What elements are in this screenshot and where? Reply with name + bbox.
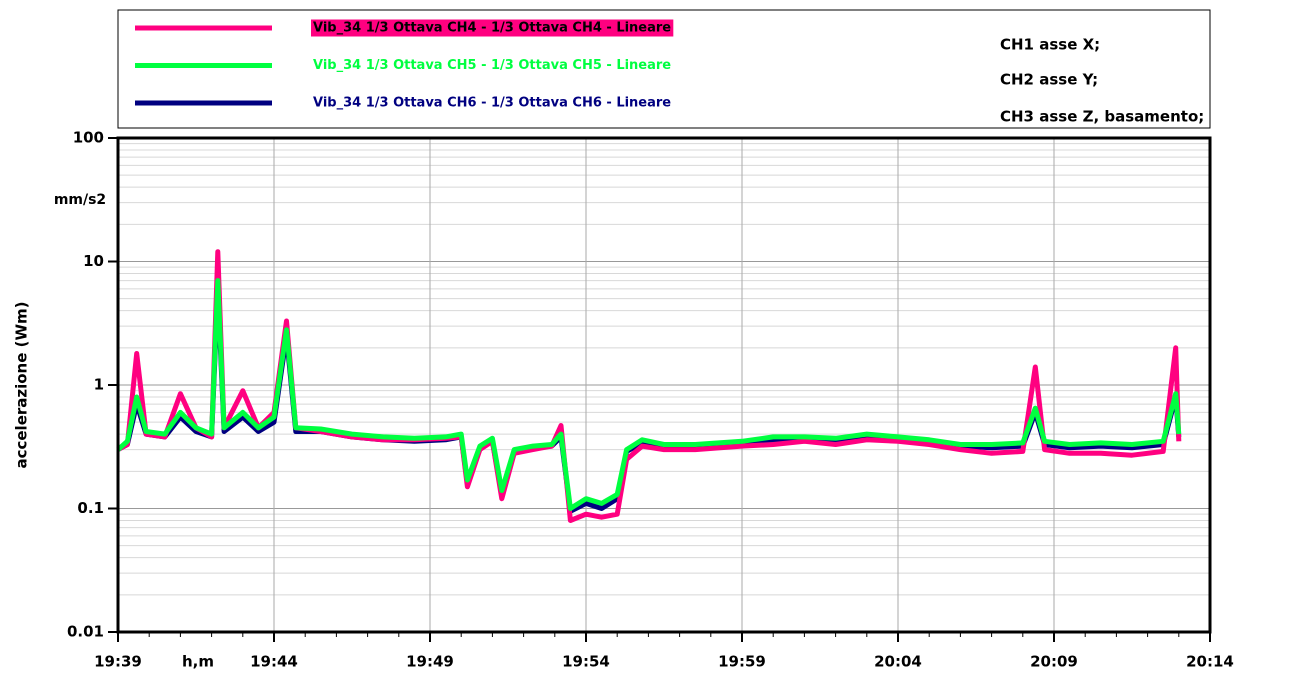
annotation: CH1 asse X;: [1000, 36, 1100, 54]
series-line: [116, 278, 1182, 511]
legend-highlight: [311, 19, 674, 37]
y-axis-label: accelerazione (Wm): [13, 301, 31, 468]
annotation: CH3 asse Z, basamento;: [1000, 108, 1204, 126]
x-tick-label: 19:39: [94, 653, 142, 671]
x-tick-label: 20:04: [874, 653, 922, 671]
legend-box: [117, 9, 1211, 129]
plot-border: [116, 136, 1212, 634]
x-tick-label: 19:54: [562, 653, 610, 671]
x-tick-label: 19:44: [250, 653, 298, 671]
x-tick-label: 20:14: [1186, 653, 1234, 671]
y-tick-label: 100: [73, 129, 104, 147]
y-tick-label: 0.1: [77, 499, 104, 517]
x-tick-label: 19:49: [406, 653, 454, 671]
y-tick-label: 1: [94, 376, 104, 394]
legend-label: Vib_34 1/3 Ottava CH4 - 1/3 Ottava CH4 -…: [313, 21, 671, 36]
y-tick-label: 0.01: [67, 623, 104, 641]
y-tick-label: 10: [83, 252, 104, 270]
x-axis-label: h,m: [182, 653, 214, 671]
annotation: CH2 asse Y;: [1000, 71, 1098, 89]
legend-label: Vib_34 1/3 Ottava CH5 - 1/3 Ottava CH5 -…: [313, 58, 671, 73]
x-tick-label: 20:09: [1030, 653, 1078, 671]
unit-label: mm/s2: [54, 192, 106, 208]
x-tick-label: 19:59: [718, 653, 766, 671]
legend-label: Vib_34 1/3 Ottava CH6 - 1/3 Ottava CH6 -…: [313, 96, 671, 111]
